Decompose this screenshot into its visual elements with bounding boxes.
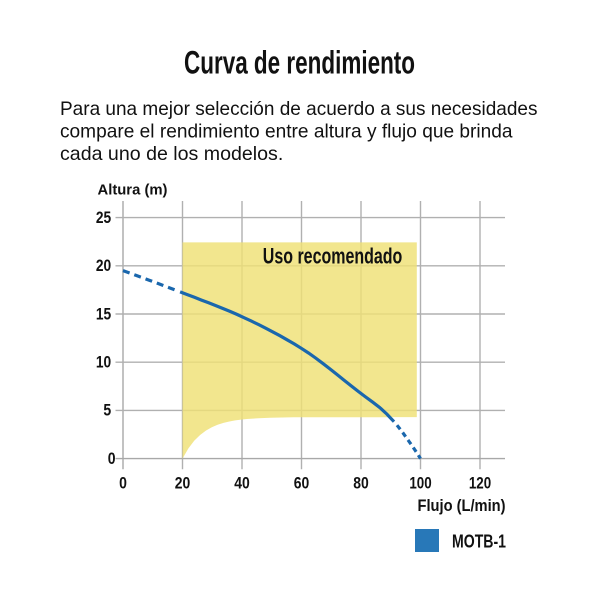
svg-text:25: 25 — [96, 209, 111, 227]
svg-text:Uso recomendado: Uso recomendado — [263, 244, 403, 269]
svg-text:60: 60 — [294, 474, 310, 492]
svg-text:20: 20 — [96, 257, 111, 275]
svg-text:Para una mejor selección de ac: Para una mejor selección de acuerdo a su… — [60, 98, 538, 120]
svg-text:5: 5 — [103, 402, 111, 420]
svg-text:40: 40 — [234, 474, 250, 492]
svg-text:15: 15 — [96, 305, 111, 323]
svg-text:Curva de rendimiento: Curva de rendimiento — [184, 45, 415, 81]
svg-text:10: 10 — [96, 354, 111, 372]
svg-text:0: 0 — [119, 474, 127, 492]
svg-text:Altura (m): Altura (m) — [98, 182, 168, 199]
svg-text:compare el rendimiento entre a: compare el rendimiento entre altura y fl… — [60, 121, 513, 143]
svg-text:120: 120 — [469, 474, 491, 492]
svg-text:0: 0 — [108, 450, 116, 468]
svg-text:MOTB-1: MOTB-1 — [452, 531, 506, 551]
svg-text:20: 20 — [175, 474, 191, 492]
svg-text:80: 80 — [353, 474, 369, 492]
svg-text:cada uno de los modelos.: cada uno de los modelos. — [60, 143, 283, 165]
svg-text:Flujo (L/min): Flujo (L/min) — [418, 496, 506, 515]
svg-text:100: 100 — [409, 474, 431, 492]
